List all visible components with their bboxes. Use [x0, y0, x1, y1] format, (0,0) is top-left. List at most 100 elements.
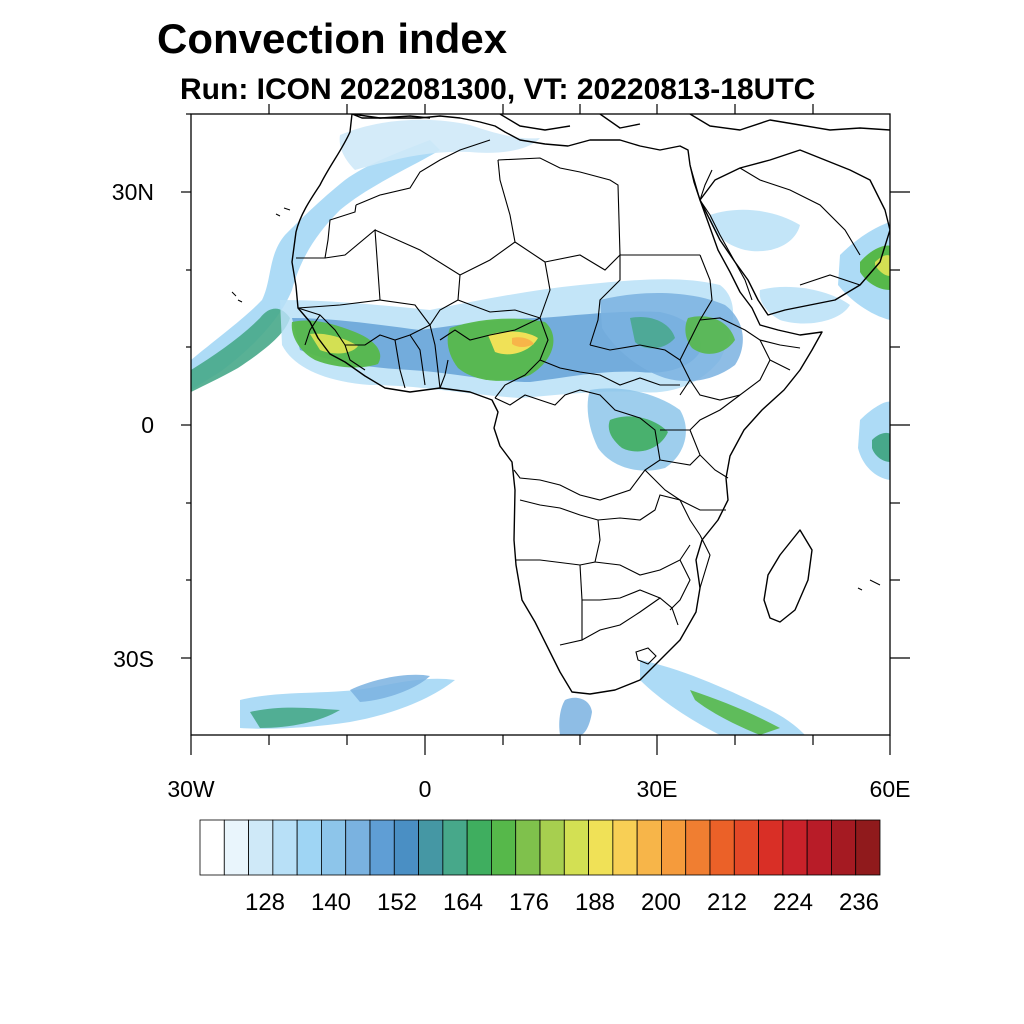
colorbar-label-140: 140: [310, 889, 352, 916]
colorbar-box: [758, 819, 784, 876]
colorbar-box: [782, 819, 808, 876]
colorbar-box: [636, 819, 662, 876]
border-somalia: [759, 339, 801, 371]
lon-label-30e: 30E: [636, 776, 678, 802]
lat-label-30s: 30S: [113, 646, 154, 672]
map-frame: [190, 113, 891, 736]
border-ethiopia: [689, 317, 771, 401]
field-red-sea-patch: [710, 209, 800, 252]
border-nigeria: [439, 317, 549, 399]
colorbar-label-164: 164: [442, 889, 484, 916]
coastlines: [231, 114, 890, 695]
colorbar-box: [223, 819, 249, 876]
chart-subtitle: Run: ICON 2022081300, VT: 20220813-18UTC: [180, 73, 816, 106]
colorbar-box: [515, 819, 541, 876]
madagascar-coastline: [763, 529, 813, 623]
field-se-africa-core: [690, 690, 780, 735]
border-botswana-sa: [581, 597, 679, 641]
border-sudan-east: [679, 254, 713, 361]
colorbar-box: [442, 819, 468, 876]
colorbar-box: [563, 819, 589, 876]
colorbar-box: [491, 819, 517, 876]
border-morocco-algeria: [355, 139, 491, 206]
colorbar-box: [733, 819, 759, 876]
lon-label-30w: 30W: [167, 776, 215, 802]
colorbar-box: [831, 819, 857, 876]
colorbar-box: [369, 819, 395, 876]
lat-label-0: 0: [141, 412, 154, 438]
field-congo-core: [608, 416, 668, 452]
field-indian-ocean-core: [872, 432, 890, 462]
colorbar-label-236: 236: [838, 889, 880, 916]
lat-label-30n: 30N: [111, 179, 154, 205]
border-arabia-inner: [739, 167, 861, 286]
colorbar-box: [588, 819, 614, 876]
colorbar-label-188: 188: [574, 889, 616, 916]
colorbar-box: [806, 819, 832, 876]
colorbar-box: [296, 819, 322, 876]
border-angola: [516, 499, 601, 566]
field-cape-front: [559, 697, 592, 735]
border-west-africa-1: [297, 307, 431, 346]
field-south-atlantic-core: [250, 707, 340, 728]
colorbar-label-200: 200: [640, 889, 682, 916]
colorbar-box: [345, 819, 371, 876]
border-niger-chad: [457, 241, 551, 319]
colorbar-box: [709, 819, 735, 876]
islands-coastline: [231, 207, 881, 591]
border-zambia: [597, 494, 701, 536]
colorbar-label-152: 152: [376, 889, 418, 916]
border-east-africa: [659, 394, 741, 479]
colorbar-box: [661, 819, 687, 876]
field-horn-patch: [759, 286, 850, 324]
border-lesotho: [635, 647, 657, 665]
border-chad-sudan: [544, 253, 621, 346]
colorbar-box: [539, 819, 565, 876]
colorbar-box: [685, 819, 711, 876]
field-mediterranean: [339, 119, 540, 170]
colorbar-label-224: 224: [772, 889, 814, 916]
border-congo: [494, 389, 661, 501]
colorbar-box: [248, 819, 274, 876]
colorbar-box: [321, 819, 347, 876]
colorbar-box: [272, 819, 298, 876]
field-central-sudan: [630, 316, 675, 349]
border-sinai: [699, 169, 713, 201]
colorbar-label-176: 176: [508, 889, 550, 916]
lon-label-60e: 60E: [869, 776, 911, 802]
colorbar-box: [855, 819, 881, 876]
europe-coastline: [351, 114, 890, 131]
africa-coastline: [291, 114, 823, 695]
colorbar-box: [418, 819, 444, 876]
border-zambia-south: [594, 544, 691, 576]
border-western-sahara: [296, 204, 357, 259]
border-mauritania: [297, 228, 381, 309]
field-atlantic-core: [191, 308, 290, 392]
colorbar-label-128: 128: [244, 889, 286, 916]
lon-ticks: [190, 104, 891, 755]
field-nigeria-hot: [512, 337, 534, 347]
border-cameroon-car: [539, 359, 680, 386]
colorbar-box: [612, 819, 638, 876]
field-south-atlantic-2: [350, 674, 430, 702]
border-west-africa-2: [344, 324, 441, 389]
chart-title: Convection index: [157, 15, 508, 62]
country-borders: [296, 139, 861, 665]
lat-ticks: [181, 113, 910, 659]
lon-label-0: 0: [418, 776, 432, 802]
border-namibia-botswana: [559, 564, 661, 646]
border-west-africa-coast: [304, 314, 449, 389]
colorbar-box: [393, 819, 419, 876]
convection-field: [191, 119, 890, 735]
border-mozambique: [669, 534, 711, 611]
colorbar-box: [466, 819, 492, 876]
colorbar: [199, 819, 881, 876]
colorbar-box: [199, 819, 225, 876]
border-libya: [497, 157, 621, 256]
colorbar-label-212: 212: [706, 889, 748, 916]
border-algeria-south: [374, 159, 516, 276]
field-se-africa-front: [640, 660, 805, 735]
field-arabia-peak: [875, 255, 890, 276]
arabia-coastline: [699, 149, 890, 316]
